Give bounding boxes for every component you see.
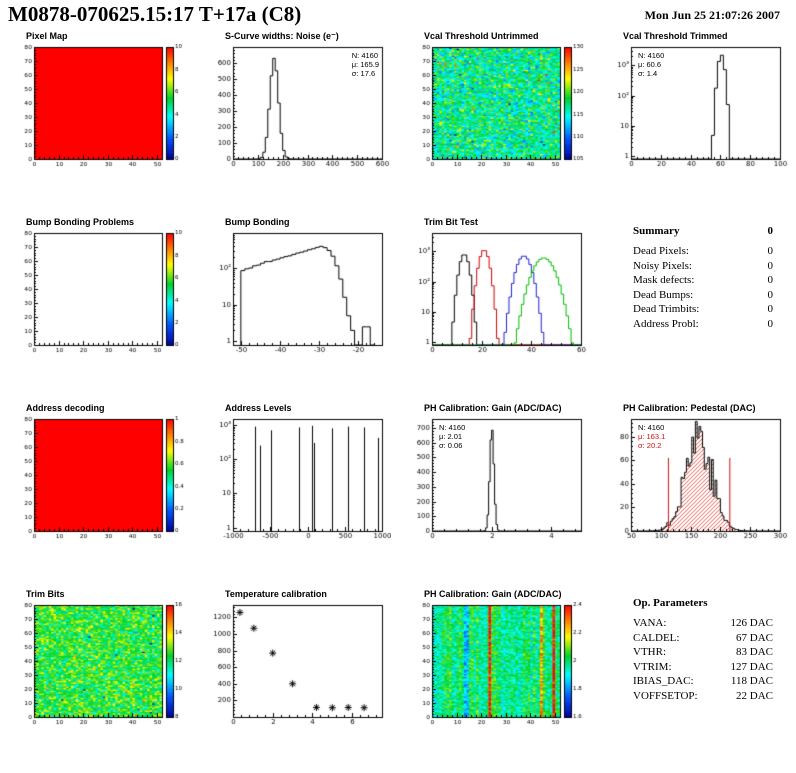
stat-mu: μ: 163.1: [638, 432, 666, 441]
plot-cell-ph-gain-hist: PH Calibration: Gain (ADC/DAC) N: 4160 μ…: [398, 401, 597, 587]
op-parameters-title: Op. Parameters: [633, 597, 708, 609]
summary-cell: Summary 0 Dead Pixels: 0 Noisy Pixels: 0 M…: [597, 215, 796, 401]
plot-title: Vcal Threshold Untrimmed: [424, 31, 539, 41]
stat-mu: μ: 2.01: [439, 432, 463, 441]
scurve-noise-canvas: [207, 44, 391, 172]
summary-title: Summary: [633, 225, 680, 237]
plot-cell-address-levels: Address Levels: [199, 401, 398, 587]
op-param-row-vana: VANA: 126 DAC: [633, 617, 773, 629]
plot-title: Bump Bonding: [225, 217, 290, 227]
plot-area: N: 4160 μ: 60.6 σ: 1.4: [605, 44, 789, 172]
op-param-row-ibias: IBIAS_DAC: 118 DAC: [633, 675, 773, 687]
stats-box: N: 4160 μ: 165.9 σ: 17.6: [352, 51, 379, 78]
stats-box: N: 4160 μ: 2.01 σ: 0.06: [439, 423, 465, 450]
summary-row-mask-defects: Mask defects: 0: [633, 274, 773, 286]
stat-sigma: σ: 1.4: [638, 69, 658, 78]
plot-title: Pixel Map: [26, 31, 68, 41]
plot-area: [406, 602, 590, 730]
plot-cell-ph-pedestal: PH Calibration: Pedestal (DAC) N: 4160 μ…: [597, 401, 796, 587]
plot-title: Address decoding: [26, 403, 105, 413]
plot-area: N: 4160 μ: 165.9 σ: 17.6: [207, 44, 391, 172]
summary-row-dead-bumps: Dead Bumps: 0: [633, 288, 773, 301]
op-param-row-vtrim: VTRIM: 127 DAC: [633, 660, 773, 673]
summary-row-address-probl: Address Probl: 0: [633, 317, 773, 330]
pixel-map-canvas: [8, 44, 192, 172]
plot-area: [8, 602, 192, 730]
plot-area: [207, 416, 391, 544]
plot-title: Trim Bit Test: [424, 217, 478, 227]
ph-gain-hist-canvas: [406, 416, 590, 544]
plot-cell-address-decoding: Address decoding: [0, 401, 199, 587]
plot-title: PH Calibration: Gain (ADC/DAC): [424, 589, 562, 599]
plot-area: [207, 602, 391, 730]
plot-title: Temperature calibration: [225, 589, 327, 599]
plot-title: Bump Bonding Problems: [26, 217, 134, 227]
plot-area: N: 4160 μ: 163.1 σ: 20.2: [605, 416, 789, 544]
summary-block: Summary 0 Dead Pixels: 0 Noisy Pixels: 0 M…: [633, 225, 773, 331]
stat-n: N: 4160: [439, 423, 466, 432]
summary-header: Summary 0: [633, 225, 773, 237]
plot-cell-bump-bonding: Bump Bonding: [199, 215, 398, 401]
plot-title: Address Levels: [225, 403, 292, 413]
plot-title: Trim Bits: [26, 589, 65, 599]
plot-area: [8, 416, 192, 544]
stat-n: N: 4160: [638, 51, 665, 60]
summary-row-dead-pixels: Dead Pixels: 0: [633, 245, 773, 257]
plot-title: PH Calibration: Pedestal (DAC): [623, 403, 756, 413]
plot-area: [207, 230, 391, 358]
plot-title: Vcal Threshold Trimmed: [623, 31, 728, 41]
trim-bits-map-canvas: [8, 602, 192, 730]
plot-area: N: 4160 μ: 2.01 σ: 0.06: [406, 416, 590, 544]
stat-sigma: σ: 0.06: [439, 441, 463, 450]
op-parameters-block: Op. Parameters VANA: 126 DAC CALDEL: 67 DA…: [633, 597, 773, 703]
plot-area: [406, 230, 590, 358]
plot-cell-bump-bonding-problems: Bump Bonding Problems: [0, 215, 199, 401]
plot-cell-trim-bits-map: Trim Bits: [0, 587, 199, 773]
stats-box: N: 4160 μ: 60.6 σ: 1.4: [638, 51, 664, 78]
plot-grid: Pixel Map S-Curve widths: Noise (e⁻) N: …: [0, 29, 796, 773]
address-levels-canvas: [207, 416, 391, 544]
ph-pedestal-canvas: [605, 416, 789, 544]
plot-area: [8, 230, 192, 358]
vcal-trimmed-canvas: [605, 44, 789, 172]
stat-sigma: σ: 20.2: [638, 441, 662, 450]
plot-cell-vcal-untrimmed: Vcal Threshold Untrimmed: [398, 29, 597, 215]
ph-gain-map-canvas: [406, 602, 590, 730]
op-param-row-caldel: CALDEL: 67 DAC: [633, 631, 773, 644]
op-parameters-header: Op. Parameters: [633, 597, 773, 609]
stat-sigma: σ: 17.6: [351, 69, 376, 78]
plot-title: S-Curve widths: Noise (e⁻): [225, 31, 339, 41]
op-param-row-vthr: VTHR: 83 DAC: [633, 646, 773, 658]
stat-n: N: 4160: [351, 51, 379, 60]
plot-area: [8, 44, 192, 172]
op-parameters-cell: Op. Parameters VANA: 126 DAC CALDEL: 67 DA…: [597, 587, 796, 773]
report-timestamp: Mon Jun 25 21:07:26 2007: [644, 8, 780, 22]
summary-row-noisy-pixels: Noisy Pixels: 0: [633, 259, 773, 272]
trim-bit-test-canvas: [406, 230, 590, 358]
plot-cell-trim-bit-test: Trim Bit Test: [398, 215, 597, 401]
plot-cell-temperature-calibration: Temperature calibration: [199, 587, 398, 773]
report-header: M0878-070625.15:17 T+17a (C8) Mon Jun 25…: [0, 0, 796, 29]
bump-bonding-problems-canvas: [8, 230, 192, 358]
plot-area: [406, 44, 590, 172]
stat-mu: μ: 165.9: [351, 60, 379, 69]
page-title: M0878-070625.15:17 T+17a (C8): [8, 2, 302, 26]
plot-cell-scurve-noise: S-Curve widths: Noise (e⁻) N: 4160 μ: 16…: [199, 29, 398, 215]
address-decoding-canvas: [8, 416, 192, 544]
plot-cell-ph-gain-map: PH Calibration: Gain (ADC/DAC): [398, 587, 597, 773]
stat-mu: μ: 60.6: [638, 60, 662, 69]
bump-bonding-canvas: [207, 230, 391, 358]
plot-cell-vcal-trimmed: Vcal Threshold Trimmed N: 4160 μ: 60.6 σ…: [597, 29, 796, 215]
stats-box: N: 4160 μ: 163.1 σ: 20.2: [638, 423, 665, 450]
summary-total: 0: [767, 225, 774, 237]
plot-title: PH Calibration: Gain (ADC/DAC): [424, 403, 562, 413]
summary-row-dead-trimbits: Dead Trimbits: 0: [633, 303, 773, 315]
op-param-row-voffsetop: VOFFSETOP: 22 DAC: [633, 689, 773, 702]
vcal-untrimmed-canvas: [406, 44, 590, 172]
temperature-calibration-canvas: [207, 602, 391, 730]
stat-n: N: 4160: [638, 423, 665, 432]
plot-cell-pixel-map: Pixel Map: [0, 29, 199, 215]
